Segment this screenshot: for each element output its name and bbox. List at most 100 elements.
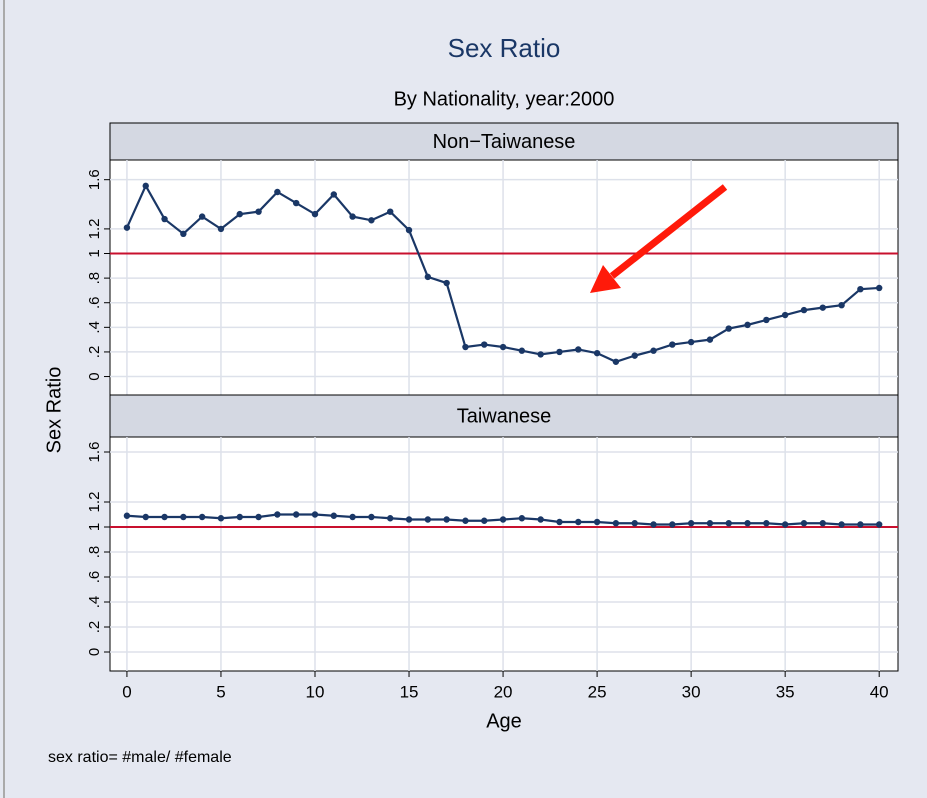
x-tick-label: 15: [400, 682, 419, 701]
data-point: [669, 521, 676, 528]
panel-strip: [109, 122, 899, 161]
data-point: [349, 213, 356, 220]
data-point: [518, 347, 526, 354]
data-point: [161, 215, 168, 223]
data-point: [180, 230, 187, 238]
data-point: [725, 325, 732, 332]
data-point: [593, 349, 601, 357]
y-tick-label: 1.6: [86, 169, 103, 190]
data-point: [123, 512, 131, 519]
y-tick-label: .4: [86, 596, 103, 609]
data-point: [631, 352, 638, 359]
data-point: [781, 521, 789, 528]
data-point: [217, 515, 225, 522]
data-point: [687, 338, 695, 346]
data-point: [650, 521, 657, 528]
y-tick-label: .2: [86, 621, 103, 634]
data-point: [706, 520, 714, 527]
annotation-arrow: [590, 184, 728, 293]
data-point: [725, 520, 732, 527]
arrow-shaft: [609, 184, 728, 279]
data-point: [800, 306, 808, 314]
data-point: [875, 521, 883, 528]
y-tick-label: 0: [86, 648, 103, 656]
data-point: [198, 213, 206, 220]
data-point: [819, 304, 826, 311]
y-tick-label: 1.2: [86, 492, 103, 513]
data-point: [123, 224, 131, 231]
data-point: [875, 284, 883, 292]
data-point: [368, 217, 375, 224]
data-point: [612, 520, 620, 527]
chart-title: Sex Ratio: [448, 33, 561, 63]
data-point: [462, 343, 469, 351]
data-point: [330, 191, 337, 198]
chart-subtitle: By Nationality, year:2000: [394, 88, 615, 110]
x-tick-label: 0: [122, 682, 131, 701]
data-point: [499, 516, 507, 523]
data-point: [575, 346, 582, 353]
data-point: [838, 301, 845, 309]
data-point: [387, 515, 394, 522]
data-point: [481, 341, 488, 348]
x-tick-label: 35: [776, 682, 795, 701]
data-point: [687, 520, 695, 527]
data-point: [292, 199, 300, 207]
x-tick-label: 10: [306, 682, 325, 701]
data-point: [236, 513, 243, 521]
x-tick-label: 30: [682, 682, 701, 701]
data-point: [387, 208, 394, 215]
data-point: [274, 188, 281, 196]
x-tick-label: 20: [494, 682, 513, 701]
y-tick-label: .8: [86, 272, 103, 285]
x-tick-label: 40: [870, 682, 889, 701]
y-tick-label: 1.2: [86, 218, 103, 239]
x-axis-label: Age: [486, 710, 522, 732]
y-tick-label: .6: [86, 571, 103, 584]
data-point: [631, 520, 638, 527]
data-point: [575, 518, 582, 526]
y-tick-label: .4: [86, 321, 103, 334]
panel-title: Non−Taiwanese: [433, 131, 576, 153]
data-point: [311, 511, 319, 518]
data-point: [838, 521, 845, 528]
panel-title: Taiwanese: [457, 405, 552, 427]
data-point: [274, 511, 281, 518]
y-tick-label: .2: [86, 346, 103, 359]
data-point: [556, 348, 563, 356]
data-point: [161, 513, 168, 521]
data-point: [706, 336, 714, 343]
y-axis-label: Sex Ratio: [43, 367, 65, 454]
data-point: [857, 521, 864, 528]
note: sex ratio= #male/ #female: [48, 749, 232, 766]
data-point: [556, 518, 563, 526]
data-point: [650, 347, 657, 354]
data-point: [819, 520, 826, 527]
y-tick-label: .6: [86, 296, 103, 309]
y-tick-label: 1: [86, 249, 103, 257]
data-point: [499, 343, 507, 351]
y-tick-label: .8: [86, 546, 103, 559]
data-point: [462, 517, 469, 524]
data-point: [424, 273, 432, 281]
data-point: [857, 285, 864, 293]
data-point: [255, 208, 262, 215]
data-point: [424, 516, 432, 523]
data-point: [763, 316, 770, 324]
y-tick-label: 1: [86, 523, 103, 531]
plot-area: [109, 436, 899, 672]
panel-strip: [109, 394, 899, 438]
data-point: [800, 520, 808, 527]
data-point: [330, 512, 337, 519]
data-point: [669, 341, 676, 348]
y-tick-label: 1.6: [86, 442, 103, 463]
data-point: [198, 513, 206, 521]
x-tick-label: 5: [216, 682, 225, 701]
data-point: [443, 279, 450, 287]
data-point: [481, 517, 488, 524]
data-point: [368, 513, 375, 521]
data-point: [781, 311, 789, 319]
data-point: [236, 210, 243, 218]
arrow-head: [590, 265, 621, 293]
